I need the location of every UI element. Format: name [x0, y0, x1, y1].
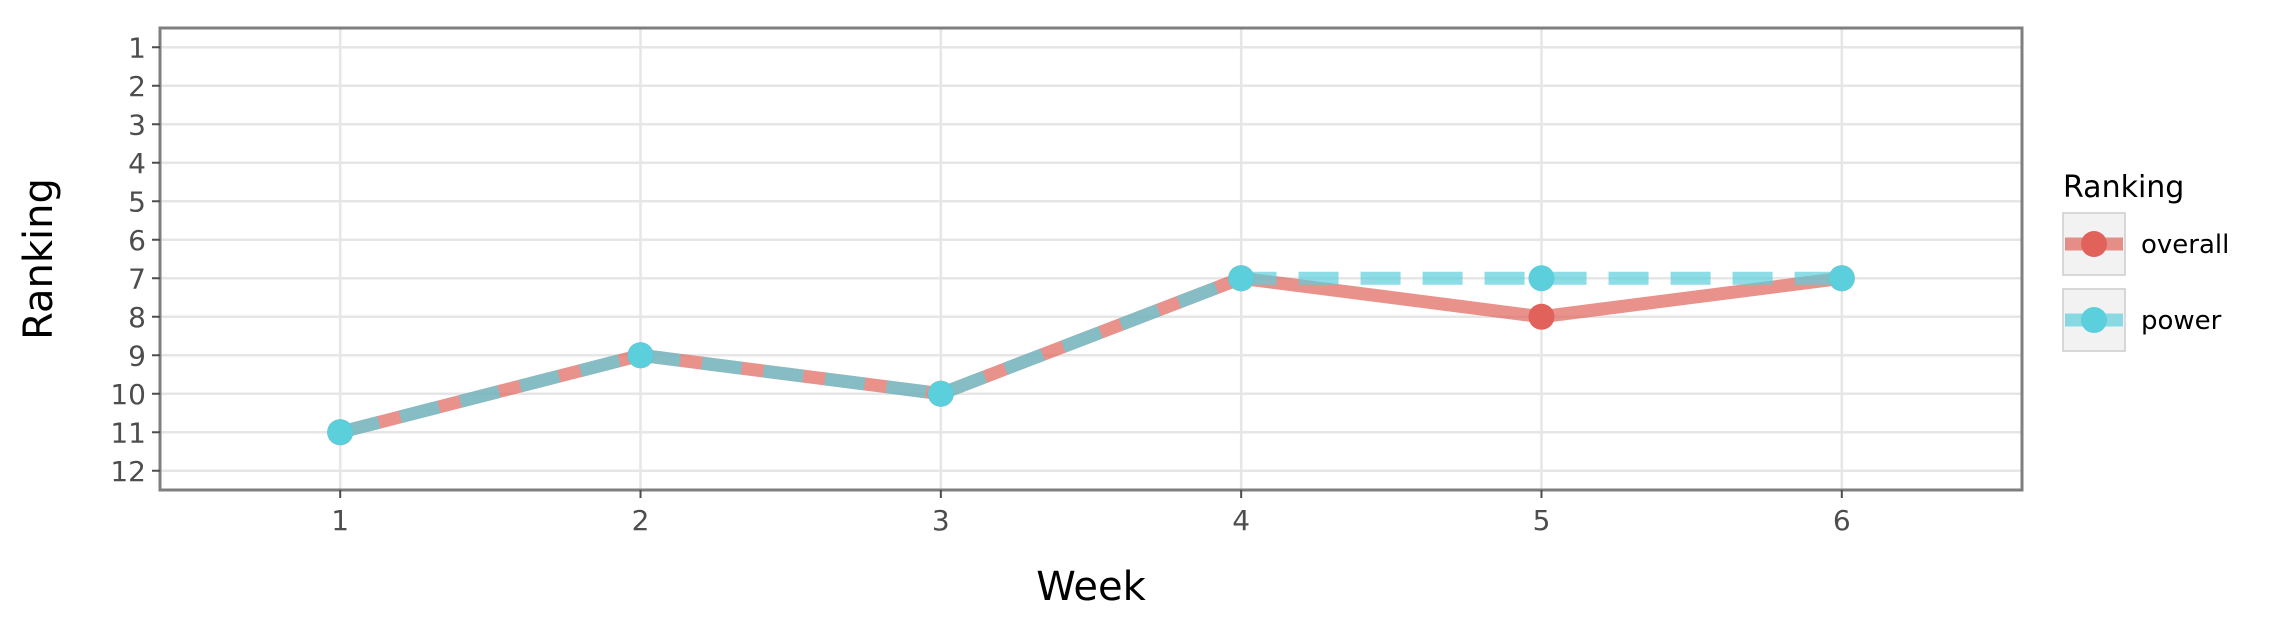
series-line-power	[338, 271, 1842, 439]
y-tick-label: 4	[128, 147, 146, 180]
data-point-power	[327, 419, 354, 446]
y-tick-label: 10	[110, 378, 146, 411]
data-point-power	[1528, 265, 1555, 292]
y-tick-label: 7	[128, 262, 146, 295]
legend-key-point	[2081, 231, 2107, 257]
x-tick-label: 1	[331, 504, 349, 537]
x-tick-label: 6	[1833, 504, 1851, 537]
series-layer	[327, 265, 1855, 446]
data-point-overall	[1528, 303, 1555, 330]
plot-frame	[158, 26, 2024, 492]
x-tick-label: 4	[1232, 504, 1250, 537]
legend-label: overall	[2141, 230, 2229, 260]
data-point-power	[1828, 265, 1855, 292]
y-axis-title: Ranking	[16, 178, 62, 340]
y-tick-label: 8	[128, 301, 146, 334]
x-axis-title: Week	[1036, 564, 1146, 610]
legend-key-point	[2081, 307, 2107, 333]
x-tick-label: 2	[632, 504, 650, 537]
grid	[160, 28, 2022, 490]
y-tick-label: 12	[110, 455, 146, 488]
legend-item-power: power	[2062, 288, 2222, 352]
y-tick-label: 6	[128, 224, 146, 257]
data-point-power	[1228, 265, 1255, 292]
y-tick-label: 9	[128, 339, 146, 372]
x-tick-label: 5	[1533, 504, 1551, 537]
x-tick-label: 3	[932, 504, 950, 537]
legend-label: power	[2141, 306, 2222, 336]
y-tick-label: 11	[110, 416, 146, 449]
data-point-power	[627, 342, 654, 369]
y-tick-label: 1	[128, 31, 146, 64]
y-tick-label: 5	[128, 185, 146, 218]
legend-title: Ranking	[2063, 170, 2184, 205]
data-point-power	[927, 380, 954, 407]
legend-item-overall: overall	[2062, 212, 2229, 276]
y-tick-label: 3	[128, 108, 146, 141]
y-tick-label: 2	[128, 70, 146, 103]
legend: Ranking overall power	[2062, 170, 2229, 352]
